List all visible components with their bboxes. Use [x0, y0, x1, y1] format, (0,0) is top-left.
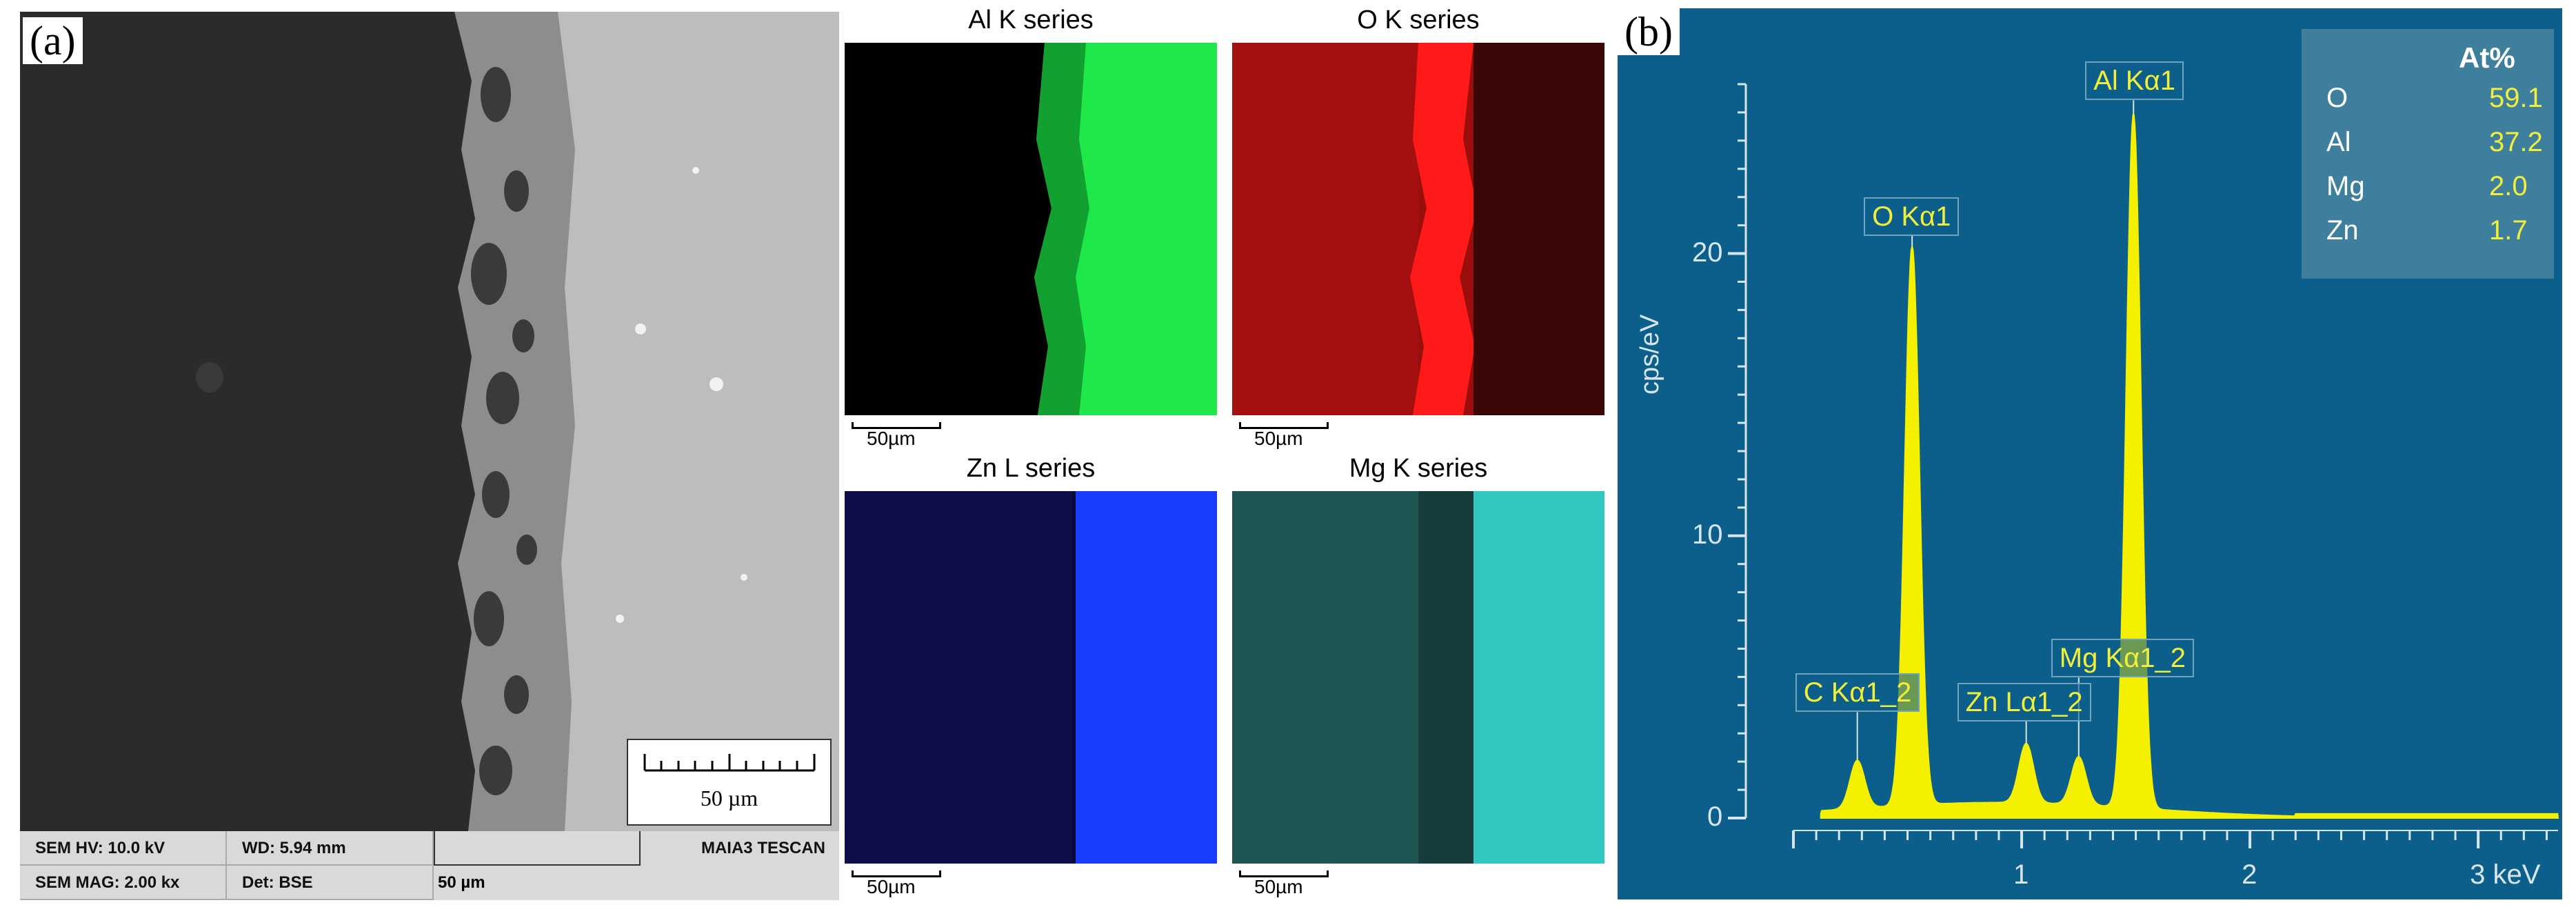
sem-micrograph — [20, 12, 839, 831]
composition-value: 1.7 — [2489, 215, 2528, 246]
sem-info-scale: 50 µm — [438, 873, 485, 892]
panel-b-label: (b) — [1618, 8, 1680, 55]
peak-label-c: C Kα1_2 — [1795, 673, 1920, 713]
sem-info-scale-frame — [434, 831, 641, 866]
y-tick-label: 10 — [1692, 519, 1723, 550]
x-tick-label: 1 — [2013, 859, 2029, 890]
y-tick-label: 20 — [1692, 237, 1723, 268]
composition-value: 2.0 — [2489, 171, 2528, 201]
sem-wd: WD: 5.94 mm — [227, 831, 434, 866]
map-o — [1232, 43, 1604, 415]
map-mg-scalebar-label: 50µm — [1254, 876, 1303, 897]
sem-scale-label: 50 µm — [700, 786, 758, 810]
composition-value: 37.2 — [2489, 127, 2543, 157]
spectrum-axes — [1728, 83, 2558, 848]
map-al-image — [845, 43, 1217, 415]
scale-bar-ticks — [643, 754, 816, 772]
map-al — [845, 43, 1217, 415]
composition-table: At% O 59.1 Al 37.2 Mg 2.0 Zn 1.7 — [2302, 29, 2554, 279]
map-o-image — [1232, 43, 1604, 415]
composition-header: At% — [2459, 41, 2515, 74]
map-zn-image — [845, 491, 1217, 864]
y-tick-label: 0 — [1707, 802, 1723, 832]
peak-label-zn: Zn Lα1_2 — [1957, 683, 2091, 722]
x-tick-label: 2 — [2242, 859, 2257, 890]
map-zn-scalebar-label: 50µm — [867, 876, 916, 897]
map-mg — [1232, 491, 1604, 864]
map-title-mg: Mg K series — [1349, 454, 1488, 483]
map-title-zn: Zn L series — [966, 454, 1096, 483]
sem-det: Det: BSE — [227, 866, 434, 900]
composition-element: Zn — [2326, 215, 2359, 246]
peak-label-o: O Kα1 — [1864, 197, 1960, 236]
sem-info-bar: SEM HV: 10.0 kV WD: 5.94 mm SEM MAG: 2.0… — [20, 831, 839, 900]
map-o-scalebar-label: 50µm — [1254, 428, 1303, 449]
map-mg-scalebar-line — [1239, 870, 1329, 877]
eds-spectrum: cps/eV 0 10 20 1 2 3 keV C Kα1_2 O Kα1 Z… — [1618, 8, 2562, 899]
sem-scale-bar: 50 µm — [627, 739, 832, 826]
peak-label-mg: Mg Kα1_2 — [2051, 639, 2195, 678]
map-zn-scalebar-line — [852, 870, 941, 877]
sem-mag: SEM MAG: 2.00 kx — [20, 866, 227, 900]
composition-value: 59.1 — [2489, 83, 2543, 113]
map-zn — [845, 491, 1217, 864]
x-tick-label: 3 keV — [2470, 859, 2541, 890]
map-title-al: Al K series — [968, 6, 1094, 34]
sem-image: 50 µm SEM HV: 10.0 kV WD: 5.94 mm SEM MA… — [20, 12, 839, 900]
composition-element: Mg — [2326, 171, 2365, 201]
map-al-scalebar-label: 50µm — [867, 428, 916, 449]
y-axis-label: cps/eV — [1636, 314, 1664, 395]
sem-hv: SEM HV: 10.0 kV — [20, 831, 227, 866]
spectrum-trace — [1820, 114, 2559, 819]
sem-instrument: MAIA3 TESCAN — [701, 839, 825, 857]
composition-element: O — [2326, 83, 2348, 113]
map-al-scalebar-line — [852, 422, 941, 429]
map-title-o: O K series — [1357, 6, 1480, 34]
spectrum-plot — [1728, 83, 2559, 848]
composition-element: Al — [2326, 127, 2351, 157]
map-o-scalebar-line — [1239, 422, 1329, 429]
peak-label-al: Al Kα1 — [2085, 61, 2184, 101]
map-mg-image — [1232, 491, 1604, 864]
panel-a-label: (a) — [23, 17, 83, 64]
